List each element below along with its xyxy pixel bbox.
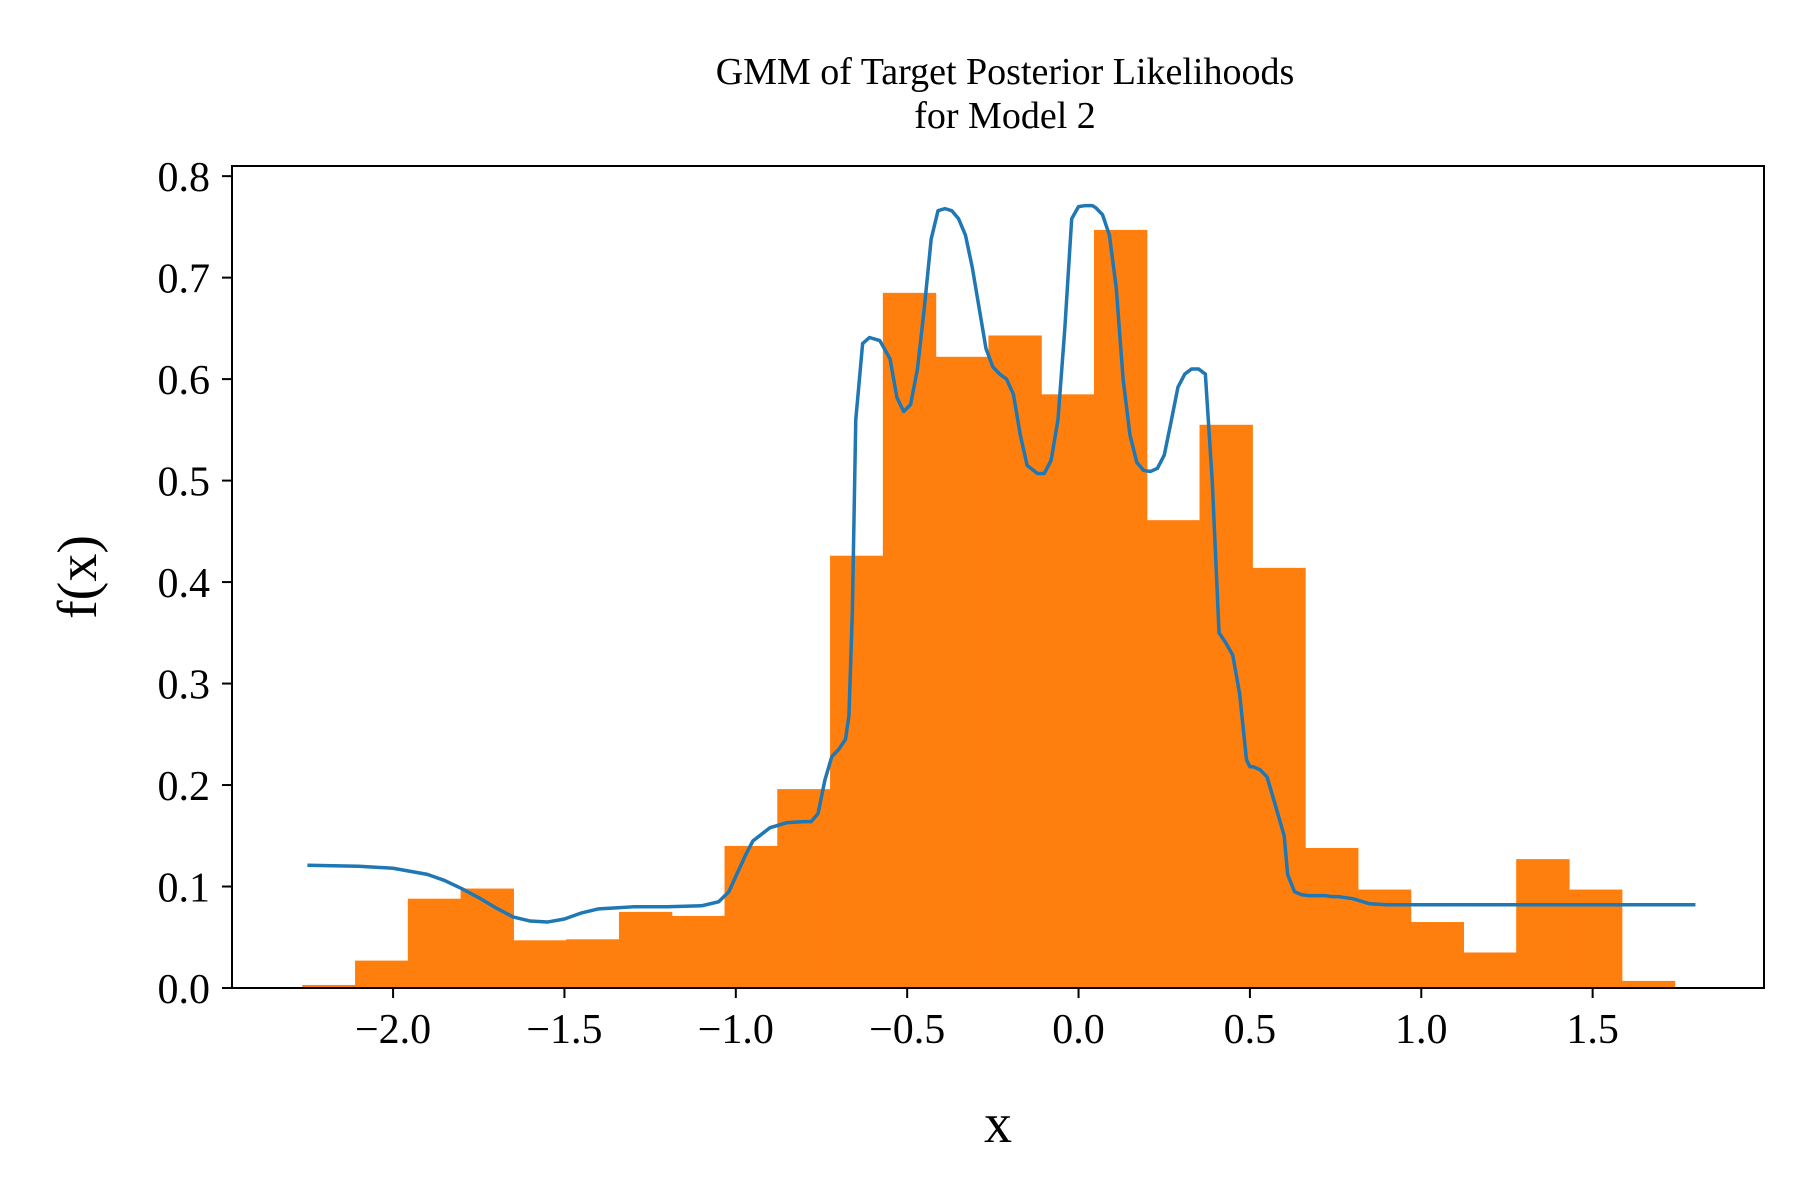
histogram-bar <box>1516 859 1570 988</box>
y-tick-label: 0.8 <box>158 155 211 201</box>
histogram-bar <box>460 888 514 988</box>
histogram-bar <box>724 845 778 988</box>
y-tick-label: 0.2 <box>158 764 211 810</box>
plot-area-frame <box>231 165 1765 989</box>
histogram-bar <box>882 292 937 989</box>
x-tick-label: 1.5 <box>1566 1007 1619 1053</box>
histogram-bar <box>566 939 620 988</box>
histogram-bar <box>1621 980 1676 988</box>
histogram-bar <box>1041 394 1095 988</box>
histogram-bar <box>355 960 409 988</box>
histogram-bar <box>935 356 990 989</box>
histogram-bar <box>1146 520 1201 988</box>
chart-subtitle: for Model 2 <box>914 95 1096 137</box>
histogram-bar <box>777 789 831 988</box>
histogram-bar <box>513 940 567 988</box>
chart-title: GMM of Target Posterior Likelihoods <box>716 51 1295 93</box>
y-axis-ticks: 0.0 0.1 0.2 0.3 0.4 0.5 0.6 0.7 0.8 <box>158 155 232 1013</box>
gmm-density-line-layer <box>307 203 1696 924</box>
y-tick-label: 0.5 <box>158 460 211 506</box>
y-tick-label: 0.3 <box>158 663 211 709</box>
histogram-bar <box>671 915 726 988</box>
histogram-bar <box>618 911 673 988</box>
y-tick-label: 0.0 <box>158 967 211 1013</box>
y-tick-label: 0.1 <box>158 866 211 912</box>
histogram-bar <box>302 984 356 988</box>
histogram-bar <box>988 335 1042 988</box>
x-tick-label: −0.5 <box>869 1007 945 1053</box>
x-tick-label: 1.0 <box>1395 1007 1448 1053</box>
histogram-bar <box>1252 567 1306 988</box>
x-axis-ticks: −2.0 −1.5 −1.0 −0.5 0.0 0.5 1.0 1.5 <box>355 988 1619 1053</box>
y-tick-label: 0.6 <box>158 358 211 404</box>
y-axis-label: f(x) <box>47 535 109 619</box>
x-axis-label: x <box>984 1093 1012 1155</box>
x-tick-label: −2.0 <box>355 1007 431 1053</box>
histogram-bar <box>1410 922 1465 988</box>
histogram-bar <box>1199 424 1253 988</box>
histogram-bar <box>407 898 462 988</box>
y-tick-label: 0.4 <box>158 561 211 607</box>
x-tick-label: 0.5 <box>1224 1007 1277 1053</box>
histogram-bar <box>830 555 884 988</box>
histogram-bar <box>1305 847 1359 988</box>
x-tick-label: 0.0 <box>1052 1007 1105 1053</box>
y-tick-label: 0.7 <box>158 257 211 303</box>
x-tick-label: −1.0 <box>698 1007 774 1053</box>
gmm-density-line <box>307 203 1696 924</box>
histogram-bar <box>1463 952 1517 988</box>
x-tick-label: −1.5 <box>526 1007 602 1053</box>
